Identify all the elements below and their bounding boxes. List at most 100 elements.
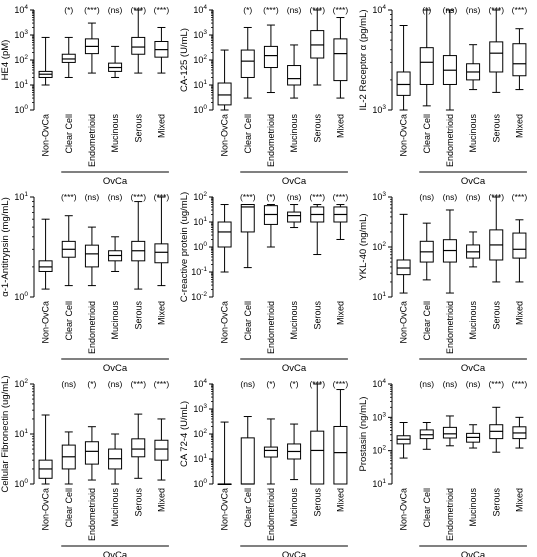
significance-label: (***) <box>263 5 279 15</box>
y-axis-label: IL-2 Receptor α (pg/mL) <box>358 9 369 110</box>
y-tick-label: 101 <box>372 291 386 302</box>
y-tick-label: 103 <box>193 29 207 40</box>
y-tick-label: 100 <box>193 241 207 252</box>
y-axis-label: Cellular Fibronectin (ug/mL) <box>0 375 11 492</box>
chart-panel: 100 101 102 103 104 CA 72-4 (U/mL) Non-OvCa (ns… <box>179 378 348 557</box>
box-iqr <box>84 441 99 465</box>
significance-label: (***) <box>333 5 349 15</box>
significance-label: (ns) <box>108 5 123 15</box>
category-label: Clear Cell <box>422 301 432 341</box>
group-label: OvCa <box>461 176 486 187</box>
y-tick-label: 101 <box>193 79 207 90</box>
y-tick-label: 101 <box>372 478 386 489</box>
group-label: OvCa <box>282 176 307 187</box>
significance-label: (ns) <box>240 379 255 389</box>
box-iqr <box>61 53 76 63</box>
box-iqr <box>442 426 457 439</box>
significance-label: (***) <box>130 192 146 202</box>
box-iqr <box>419 47 434 85</box>
category-label: Serous <box>133 301 143 330</box>
significance-label: (ns) <box>466 5 481 15</box>
category-label: Mixed <box>514 114 524 138</box>
chart-panel: 100 101 102 103 104 CA-125 (U/mL) Non-OvCa (*) C… <box>179 4 348 187</box>
significance-label: (*) <box>290 379 299 389</box>
significance-label: (***) <box>130 5 146 15</box>
category-label: Serous <box>312 114 322 143</box>
category-label: Non-OvCa <box>41 114 51 157</box>
significance-label: (***) <box>333 379 349 389</box>
y-tick-label: 102 <box>193 428 207 439</box>
significance-label: (ns) <box>443 5 458 15</box>
significance-label: (***) <box>309 5 325 15</box>
y-tick-label: 101 <box>193 453 207 464</box>
significance-label: (*) <box>266 379 275 389</box>
category-label: Non-OvCa <box>399 114 409 157</box>
significance-label: (***) <box>130 379 146 389</box>
y-tick-label: 103 <box>372 104 386 115</box>
category-label: Clear Cell <box>422 114 432 154</box>
y-axis-label: α-1-Antitrypsin (mg/mL) <box>0 197 11 296</box>
box-iqr <box>38 260 53 272</box>
y-tick-label: 101 <box>14 191 28 202</box>
y-tick-label: 103 <box>193 403 207 414</box>
significance-label: (ns) <box>287 5 302 15</box>
significance-label: (***) <box>488 192 504 202</box>
category-label: Endometrioid <box>87 114 97 167</box>
category-label: Serous <box>491 301 501 330</box>
y-tick-label: 101 <box>14 428 28 439</box>
y-tick-label: 102 <box>14 378 28 389</box>
category-label: Non-OvCa <box>399 488 409 531</box>
y-tick-label: 104 <box>372 378 386 389</box>
y-tick-label: 100 <box>14 291 28 302</box>
significance-label: (***) <box>154 192 170 202</box>
y-axis-label: CA-125 (U/mL) <box>179 28 190 92</box>
y-tick-label: 100 <box>14 478 28 489</box>
y-tick-label: 101 <box>14 79 28 90</box>
significance-label: (***) <box>84 5 100 15</box>
category-label: Mucinous <box>468 114 478 153</box>
category-label: Mixed <box>335 488 345 512</box>
chart-panel: 100 101 102 103 104 HE4 (pM) Non-OvCa (*) Clear … <box>0 4 169 187</box>
group-label: OvCa <box>103 363 128 374</box>
category-label: Non-OvCa <box>220 114 230 157</box>
category-label: Mucinous <box>289 488 299 527</box>
significance-label: (***) <box>309 379 325 389</box>
category-label: Clear Cell <box>422 488 432 528</box>
y-tick-label: 104 <box>372 4 386 15</box>
category-label: Mucinous <box>289 301 299 340</box>
y-axis-label: Prostasin (ng/mL) <box>358 397 369 472</box>
box-iqr <box>240 204 255 233</box>
box-iqr <box>131 36 146 55</box>
category-label: Endometrioid <box>445 488 455 541</box>
category-label: Mixed <box>156 488 166 512</box>
y-tick-label: 101 <box>193 216 207 227</box>
category-label: Mixed <box>335 301 345 325</box>
y-tick-label: 10-2 <box>191 291 207 302</box>
y-tick-label: 102 <box>372 241 386 252</box>
category-label: Serous <box>133 114 143 143</box>
significance-label: (ns) <box>443 192 458 202</box>
box-iqr <box>287 65 302 86</box>
category-label: Serous <box>491 114 501 143</box>
group-label: OvCa <box>461 550 486 557</box>
box-iqr <box>512 43 527 77</box>
y-tick-label: 102 <box>14 54 28 65</box>
group-label: OvCa <box>103 176 128 187</box>
category-label: Serous <box>133 488 143 517</box>
category-label: Mixed <box>156 301 166 325</box>
category-label: Mixed <box>335 114 345 138</box>
category-label: Non-OvCa <box>220 301 230 344</box>
box-iqr <box>154 439 169 461</box>
category-label: Mucinous <box>110 301 120 340</box>
box-iqr <box>240 437 255 485</box>
y-axis-label: C-reactive protein (ug/mL) <box>179 192 190 302</box>
significance-label: (ns) <box>419 192 434 202</box>
y-axis-label: CA 72-4 (U/mL) <box>179 401 190 467</box>
significance-label: (ns) <box>61 379 76 389</box>
category-label: Endometrioid <box>266 488 276 541</box>
category-label: Endometrioid <box>87 488 97 541</box>
category-label: Mucinous <box>468 488 478 527</box>
box-iqr <box>512 232 527 259</box>
